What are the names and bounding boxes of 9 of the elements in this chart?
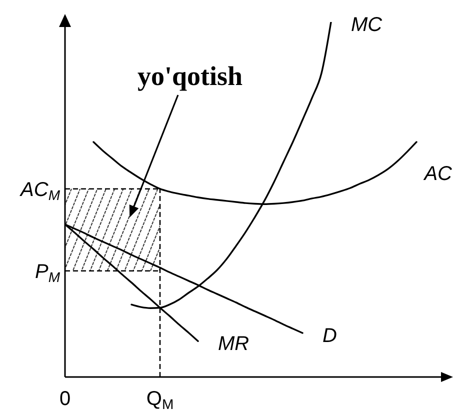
series-label: D [322, 324, 337, 347]
ref-line-label: AC$_{M}$ [20, 178, 60, 202]
series-label: MR [218, 333, 250, 356]
x-tick-label: Q$_{M}$ [146, 388, 174, 412]
series-label: AC [423, 162, 453, 185]
x-tick-label: 0 [59, 388, 71, 410]
series-label: MC [351, 14, 383, 36]
annotation: yo'qotish [137, 61, 243, 91]
ref-line-label: P$_{M}$ [34, 260, 60, 284]
